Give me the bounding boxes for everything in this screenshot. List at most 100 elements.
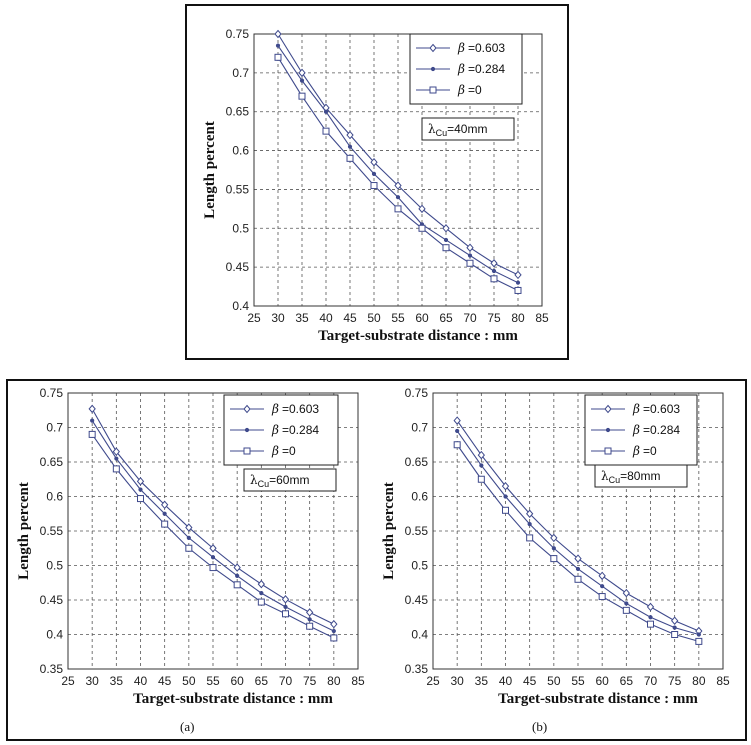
legend-label: =0.284 [282, 423, 319, 437]
y-tick-label: 0.6 [46, 490, 63, 504]
legend-symbol: β [271, 444, 279, 458]
data-point-square [671, 631, 679, 638]
data-point-square [282, 610, 289, 618]
data-point-diamond [442, 224, 450, 233]
data-point-diamond [88, 404, 96, 414]
data-point-square [574, 575, 582, 583]
data-point-square [466, 259, 474, 267]
annotation-value: =40mm [447, 122, 487, 136]
data-point-diamond [477, 450, 485, 460]
y-tick-label: 0.5 [46, 559, 63, 573]
caption-a: (a) [180, 719, 195, 734]
x-tick-label: 35 [295, 311, 309, 325]
data-point-dot [371, 171, 377, 176]
legend-symbol: β [632, 444, 640, 458]
data-point-square [442, 244, 450, 252]
y-axis-label: Length percent [202, 121, 218, 219]
data-point-dot [244, 427, 250, 433]
x-tick-label: 85 [716, 674, 730, 688]
x-tick-label: 80 [692, 674, 706, 688]
x-tick-label: 70 [644, 674, 658, 688]
x-tick-label: 30 [85, 674, 99, 688]
legend-symbol: β [271, 423, 279, 437]
x-tick-label: 25 [426, 674, 440, 688]
legend-label: =0.603 [468, 41, 505, 55]
data-point-dot [259, 591, 264, 596]
legend-entry: β =0 [416, 83, 482, 97]
data-point-square [477, 475, 485, 483]
data-point-diamond [598, 571, 606, 581]
annotation-box [421, 117, 515, 141]
data-point-diamond [466, 243, 474, 252]
data-point-diamond [233, 563, 241, 572]
legend-symbol: β [457, 41, 465, 55]
data-point-diamond [209, 543, 217, 553]
data-point-dot [162, 511, 167, 516]
lambda-annotation: λCu=60mm [243, 468, 337, 492]
data-point-square [88, 430, 96, 438]
x-tick-label: 75 [487, 311, 501, 325]
data-point-square [257, 598, 265, 606]
x-tick-label: 75 [668, 674, 682, 688]
data-point-dot [114, 456, 119, 461]
chart-lambda-80mm: 25 30 35 40 45 50 55 60 65 70 75 80 85 0.35 0.4 0.45 0.5… [381, 386, 730, 707]
series-diamond [274, 29, 522, 280]
data-point-dot [515, 280, 521, 285]
legend-symbol: β [632, 423, 640, 437]
data-point-square [112, 465, 120, 473]
data-point-square [185, 544, 193, 552]
y-tick-label: 0.55 [226, 182, 250, 196]
legend-symbol: β [271, 402, 279, 416]
series-diamond [88, 404, 338, 629]
data-point-diamond [274, 29, 282, 39]
data-point-dot [648, 615, 653, 620]
legend-entry: β =0.284 [416, 62, 505, 76]
data-point-square [695, 637, 703, 645]
x-tick-label: 35 [475, 674, 489, 688]
series-diamond [453, 416, 703, 636]
data-point-dot [605, 427, 611, 433]
legend-label: =0 [282, 444, 296, 458]
data-point-dot [455, 428, 460, 434]
data-point-dot [299, 78, 305, 83]
y-tick-label: 0.65 [40, 455, 64, 469]
data-point-diamond [514, 270, 522, 280]
data-point-square [322, 127, 330, 135]
plot-area [67, 392, 359, 670]
data-point-square [306, 622, 314, 630]
data-point-dot [90, 418, 95, 423]
data-point-dot [467, 253, 473, 258]
data-point-diamond [646, 602, 655, 612]
x-tick-label: 65 [255, 674, 269, 688]
y-axis-label: Length percent [16, 482, 32, 580]
x-tick-label: 25 [61, 674, 75, 688]
y-tick-label: 0.55 [405, 524, 429, 538]
x-tick-label: 85 [535, 311, 549, 325]
data-point-diamond [346, 130, 354, 140]
data-point-square [622, 606, 630, 614]
legend-symbol: β [457, 83, 465, 97]
data-point-dot [210, 555, 216, 560]
y-tick-label: 0.7 [232, 66, 249, 80]
y-tick-label: 0.55 [40, 524, 64, 538]
data-point-dot [551, 546, 556, 551]
x-tick-label: 45 [158, 674, 172, 688]
lambda-annotation: λCu=80mm [594, 464, 688, 488]
data-point-diamond [429, 43, 437, 53]
annotation-value: =80mm [620, 469, 660, 483]
legend-entry: β =0.284 [230, 423, 319, 437]
data-point-diamond [370, 157, 378, 167]
x-tick-label: 35 [110, 674, 124, 688]
y-tick-label: 0.45 [405, 593, 429, 607]
x-tick-label: 30 [271, 311, 285, 325]
x-tick-label: 80 [511, 311, 525, 325]
series-dot [90, 418, 336, 634]
data-point-square [604, 447, 612, 455]
x-tick-label: 65 [439, 311, 453, 325]
legend-entry: β =0 [230, 444, 296, 458]
y-tick-label: 0.4 [232, 299, 249, 313]
data-point-square [418, 224, 426, 232]
data-point-square [526, 534, 534, 542]
data-point-dot [491, 268, 497, 274]
